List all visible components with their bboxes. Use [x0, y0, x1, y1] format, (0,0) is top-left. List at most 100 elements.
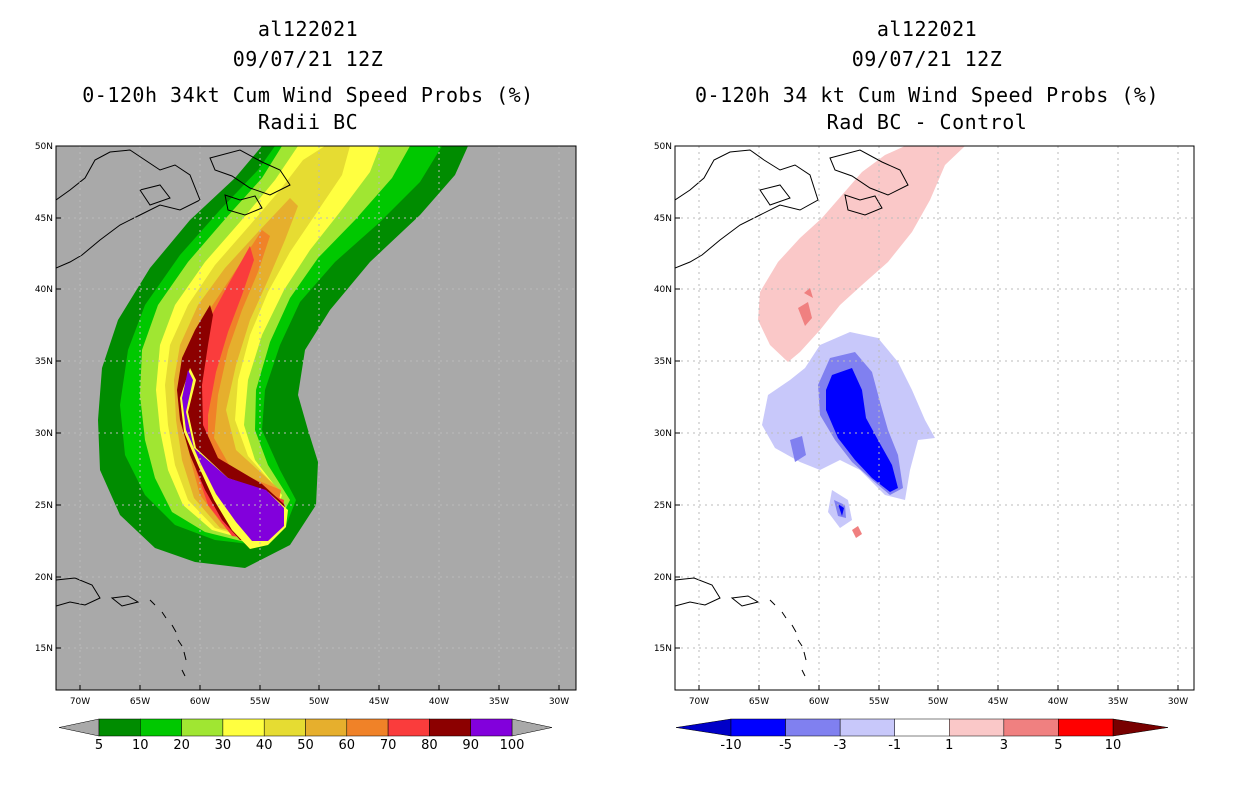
- lat-tick-label: 45N: [35, 214, 53, 224]
- colorbar-swatch: [387, 718, 430, 737]
- diff-positive-1-to-3: [758, 146, 965, 362]
- colorbar-label: 10: [132, 738, 149, 753]
- colorbar-swatch: [181, 718, 224, 737]
- lat-tick-label: 35N: [654, 357, 672, 367]
- right-map-frame: [674, 145, 1195, 691]
- lon-tick-label: 70W: [689, 697, 709, 707]
- colorbar-swatch: [785, 718, 841, 737]
- right-storm-id: al122021: [876, 17, 978, 41]
- lon-tick-label: 50W: [309, 697, 329, 707]
- colorbar-right-arrow: [1112, 718, 1169, 737]
- lon-tick-label: 40W: [1048, 697, 1068, 707]
- lon-tick-label: 60W: [190, 697, 210, 707]
- right-product: 0-120h 34 kt Cum Wind Speed Probs (%): [694, 83, 1160, 107]
- colorbar-swatch: [140, 718, 182, 737]
- right-gridlines: [675, 146, 1194, 690]
- colorbar-label: 30: [215, 738, 232, 753]
- colorbar-swatch: [305, 718, 348, 737]
- lat-tick-label: 15N: [654, 644, 672, 654]
- right-panel-title: al122021 09/07/21 12Z 0-120h 34 kt Cum W…: [647, 14, 1207, 137]
- left-panel-title: al122021 09/07/21 12Z 0-120h 34kt Cum Wi…: [28, 14, 588, 137]
- left-coastlines: [56, 149, 291, 677]
- diff-negative-5-to-10: [826, 368, 898, 516]
- colorbar-label: -10: [720, 738, 741, 753]
- colorbar-label: 90: [462, 738, 479, 753]
- colorbar-label: 100: [500, 738, 525, 753]
- lon-tick-label: 35W: [1108, 697, 1128, 707]
- lon-tick-label: 50W: [928, 697, 948, 707]
- lon-tick-label: 35W: [489, 697, 509, 707]
- colorbar-label: 10: [1105, 738, 1122, 753]
- colorbar-swatch: [1058, 718, 1114, 737]
- colorbar-label: 70: [380, 738, 397, 753]
- colorbar-label: 60: [339, 738, 356, 753]
- left-map-frame: [55, 145, 577, 691]
- lat-tick-label: 30N: [35, 429, 53, 439]
- left-date: 09/07/21 12Z: [232, 47, 384, 71]
- lat-tick-label: 30N: [654, 429, 672, 439]
- colorbar-label: 5: [95, 738, 103, 753]
- colorbar-label: 40: [256, 738, 273, 753]
- lat-tick-label: 40N: [35, 285, 53, 295]
- colorbar-swatch: [949, 718, 1005, 737]
- colorbar-left-arrow: [58, 718, 100, 737]
- colorbar-label: 3: [1000, 738, 1008, 753]
- lon-tick-label: 45W: [369, 697, 389, 707]
- left-probability-map: 70W 65W 60W 55W 50W 45W 40W 35W 30W 15N 20N 25N 30N 3…: [35, 142, 577, 707]
- right-difference-map: 70W 65W 60W 55W 50W 45W 40W 35W 30W 15N 20N 25N 30N 3…: [654, 142, 1195, 707]
- right-coastlines: [675, 149, 909, 677]
- colorbar-label: 20: [173, 738, 190, 753]
- lat-tick-label: 25N: [654, 501, 672, 511]
- colorbar-swatch: [98, 718, 141, 737]
- lat-tick-label: 20N: [654, 573, 672, 583]
- prob-contour-80: [177, 305, 285, 542]
- lon-tick-label: 70W: [70, 697, 90, 707]
- lat-tick-label: 20N: [35, 573, 53, 583]
- lat-tick-label: 35N: [35, 357, 53, 367]
- colorbar-swatch: [429, 718, 471, 737]
- lon-tick-label: 30W: [549, 697, 569, 707]
- lat-tick-label: 15N: [35, 644, 53, 654]
- left-subtitle: Radii BC: [257, 110, 359, 134]
- colorbar-swatch: [263, 718, 306, 737]
- colorbar-swatch: [470, 718, 513, 737]
- colorbar-label: -1: [888, 738, 901, 753]
- colorbar-swatch: [222, 718, 265, 737]
- left-colorbar: 5 10 20 30 40 50 60 70 80 90 100: [58, 718, 553, 753]
- lon-tick-label: 60W: [809, 697, 829, 707]
- lon-tick-label: 40W: [429, 697, 449, 707]
- prob-contour-100: [182, 370, 284, 541]
- right-map-background: [675, 146, 1194, 690]
- left-storm-id: al122021: [257, 17, 359, 41]
- lat-tick-label: 50N: [35, 142, 53, 152]
- colorbar-swatch: [730, 718, 786, 737]
- lon-tick-label: 55W: [250, 697, 270, 707]
- colorbar-right-arrow: [511, 718, 553, 737]
- lat-tick-label: 45N: [654, 214, 672, 224]
- colorbar-label: -3: [834, 738, 847, 753]
- lat-tick-label: 50N: [654, 142, 672, 152]
- lat-tick-label: 25N: [35, 501, 53, 511]
- lon-tick-label: 30W: [1168, 697, 1188, 707]
- lon-tick-label: 55W: [869, 697, 889, 707]
- lat-tick-label: 40N: [654, 285, 672, 295]
- lon-tick-label: 65W: [749, 697, 769, 707]
- colorbar-swatch: [1003, 718, 1059, 737]
- colorbar-label: 1: [945, 738, 953, 753]
- colorbar-label: 50: [297, 738, 314, 753]
- right-colorbar: -10 -5 -3 -1 1 3 5 10: [675, 718, 1169, 753]
- colorbar-swatch: [839, 718, 895, 737]
- colorbar-swatch: [346, 718, 389, 737]
- colorbar-swatch: [894, 718, 950, 737]
- colorbar-left-arrow: [675, 718, 732, 737]
- colorbar-label: -5: [779, 738, 792, 753]
- lon-tick-label: 45W: [988, 697, 1008, 707]
- colorbar-label: 80: [421, 738, 438, 753]
- right-date: 09/07/21 12Z: [851, 47, 1003, 71]
- left-product: 0-120h 34kt Cum Wind Speed Probs (%): [82, 83, 534, 107]
- colorbar-label: 5: [1054, 738, 1062, 753]
- right-subtitle: Rad BC - Control: [826, 110, 1028, 134]
- lon-tick-label: 65W: [130, 697, 150, 707]
- left-gridlines: [56, 146, 576, 690]
